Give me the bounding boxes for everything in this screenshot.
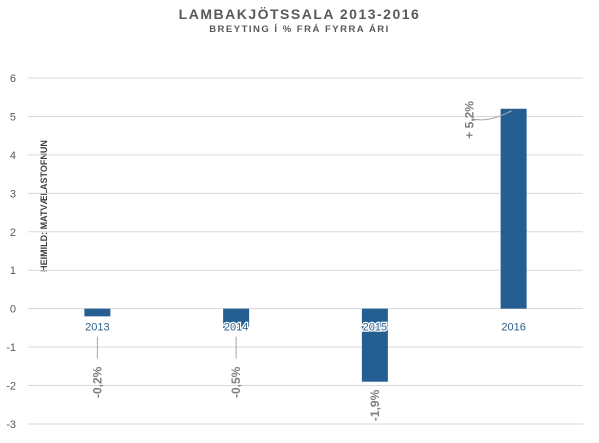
y-tick-label: -1 xyxy=(6,342,16,354)
y-tick-label: 5 xyxy=(10,111,16,123)
y-tick-label: 2 xyxy=(10,227,16,239)
x-tick-label: 2014 xyxy=(224,322,248,334)
bar xyxy=(361,308,388,382)
data-label: + 5,2% xyxy=(463,101,477,139)
chart-subtitle: BREYTING Í % FRÁ FYRRA ÁRI xyxy=(209,24,390,35)
y-tick-label: 3 xyxy=(10,188,16,200)
data-label: -0,5% xyxy=(229,366,243,398)
y-tick-label: 4 xyxy=(10,150,16,162)
x-tick-label: 2015 xyxy=(363,322,387,334)
bar xyxy=(500,108,527,309)
bar xyxy=(223,308,250,328)
x-tick-label: 2013 xyxy=(85,322,109,334)
y-tick-label: -3 xyxy=(6,419,16,431)
data-label: -0,2% xyxy=(90,366,104,398)
chart-title: LAMBAKJÖTSSALA 2013-2016 xyxy=(178,6,421,22)
y-tick-label: 1 xyxy=(10,265,16,277)
y-tick-label: 6 xyxy=(10,73,16,85)
leader-line xyxy=(471,110,512,121)
bar xyxy=(84,308,111,317)
y-tick-label: -2 xyxy=(6,381,16,393)
y-tick-label: 0 xyxy=(10,304,16,316)
data-label: -1,9% xyxy=(368,389,382,421)
x-tick-label: 2016 xyxy=(501,322,525,334)
